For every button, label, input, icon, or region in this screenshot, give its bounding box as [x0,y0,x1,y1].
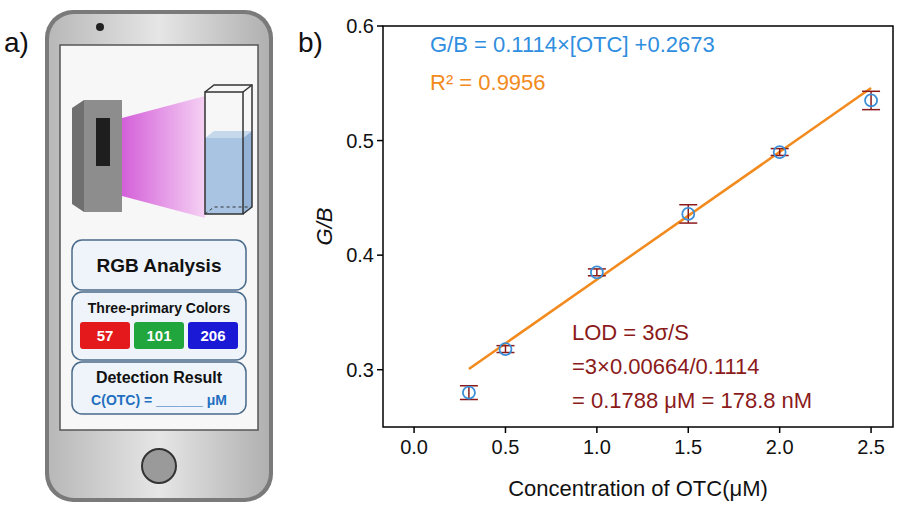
data-point [591,266,603,278]
y-axis-title: G/B [312,208,337,246]
annotation: = 0.1788 μM = 178.8 nM [572,388,812,413]
error-bar [460,386,478,400]
data-point [682,208,694,220]
lamp-front [84,100,122,212]
result-box [72,362,246,414]
color-value: 101 [146,327,171,344]
x-tick-label: 1.5 [674,436,702,458]
cuvette-edge [243,85,252,92]
data-point [865,94,877,106]
x-tick-label: 2.5 [857,436,885,458]
x-tick [688,427,690,433]
x-tick-label: 1.0 [583,436,611,458]
cuvette-back [205,85,252,214]
light-beam [122,96,205,218]
x-tick-label: 0.0 [400,436,428,458]
result-text: C(OTC) = ______ μM [91,392,227,408]
colors-box [72,292,246,360]
data-point [499,343,511,355]
cuvette-front [205,92,243,214]
fit-line [469,88,871,369]
panel-label: a) [4,27,29,58]
x-tick [505,427,507,433]
y-tick-label: 0.5 [346,130,374,152]
y-tick-label: 0.4 [346,244,374,266]
plot-frame [383,26,893,427]
y-tick [377,25,383,27]
data-point [774,146,786,158]
annotation: =3×0.00664/0.1114 [572,354,760,379]
cuvette-hidden [205,207,252,214]
color-value: 57 [97,327,114,344]
panel-b: b) 0.0 0.5 1.0 1.5 2.0 2.5 0.3 0.4 0.5 0.6 Concentr… [298,15,893,501]
y-tick [377,369,383,371]
x-tick [413,427,415,433]
figure: a) RGB Analysis Three-primary Colors 57 101 2… [0,0,901,507]
error-bar [862,91,880,109]
annotation: LOD = 3σ/S [572,320,689,345]
phone-body [45,10,273,502]
cuvette-liquid-side [243,131,252,214]
y-tick [377,140,383,142]
y-tick [377,254,383,256]
annotation: R² = 0.9956 [430,70,546,95]
y-tick-label: 0.6 [346,15,374,37]
annotation: G/B = 0.1114×[OTC] +0.2673 [430,32,715,57]
x-tick-label: 0.5 [492,436,520,458]
color-chip [188,322,238,349]
x-tick [596,427,598,433]
panel-label: b) [298,27,323,58]
phone-face [49,14,269,498]
x-tick [779,427,781,433]
rgb-box [72,240,246,290]
data-point [463,387,475,399]
result-title: Detection Result [96,369,223,386]
x-tick [870,427,872,433]
lamp-slot [96,118,110,166]
color-chip [80,322,130,349]
lamp-side [72,100,122,212]
cuvette-liquid [205,138,243,214]
home-button [142,449,176,483]
x-axis-title: Concentration of OTC(μM) [508,476,768,501]
y-tick-label: 0.3 [346,359,374,381]
color-value: 206 [200,327,225,344]
color-chip [134,322,184,349]
box-subtitle: Three-primary Colors [88,300,231,316]
phone-screen [60,45,258,430]
panel-a: a) RGB Analysis Three-primary Colors 57 101 2… [4,10,273,502]
error-bar [679,205,697,223]
x-tick-label: 2.0 [766,436,794,458]
phone-camera [96,23,104,31]
box-title: RGB Analysis [97,255,222,276]
plot-marks [460,88,880,399]
